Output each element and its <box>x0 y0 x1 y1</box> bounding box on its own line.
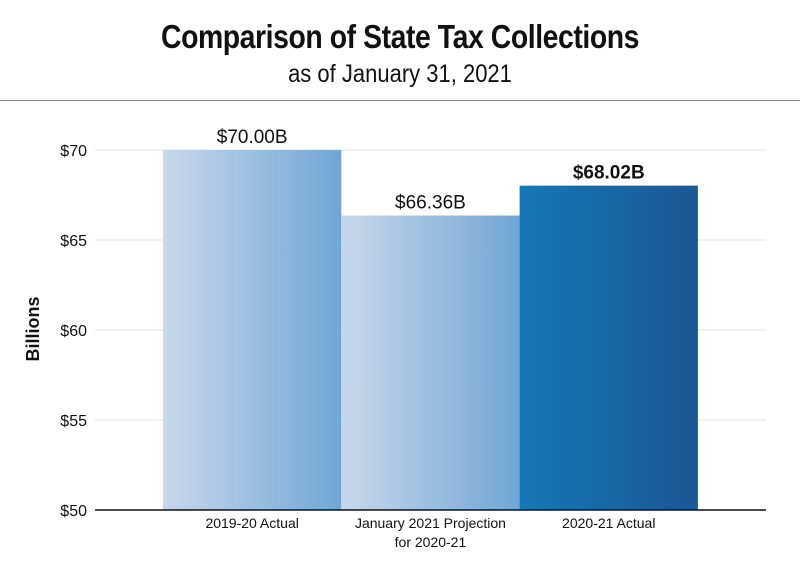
y-tick-label: $60 <box>60 323 87 340</box>
x-category-label: 2019-20 Actual <box>205 515 298 531</box>
bar <box>341 215 520 510</box>
bar <box>519 185 698 510</box>
data-label: $66.36B <box>395 193 466 214</box>
y-tick-label: $65 <box>60 233 87 250</box>
chart-title: Comparison of State Tax Collections <box>161 18 639 55</box>
bar <box>163 150 342 510</box>
x-category-label: 2020-21 Actual <box>562 515 655 531</box>
y-tick-label: $70 <box>60 143 87 160</box>
y-tick-label: $50 <box>60 503 87 520</box>
bars <box>163 150 698 510</box>
data-label: $70.00B <box>217 127 288 148</box>
data-label: $68.02B <box>573 163 645 184</box>
title-divider <box>0 100 800 101</box>
y-tick-label: $55 <box>60 413 87 430</box>
y-axis-title: Billions <box>23 296 43 361</box>
chart-subtitle: as of January 31, 2021 <box>288 60 512 88</box>
x-category-label: January 2021 Projection <box>355 515 506 531</box>
x-category-label: for 2020-21 <box>395 534 467 550</box>
labels: $50 $55 $60 $65 $70 $70.00B 2019-20 Actual $66.… <box>60 127 655 550</box>
